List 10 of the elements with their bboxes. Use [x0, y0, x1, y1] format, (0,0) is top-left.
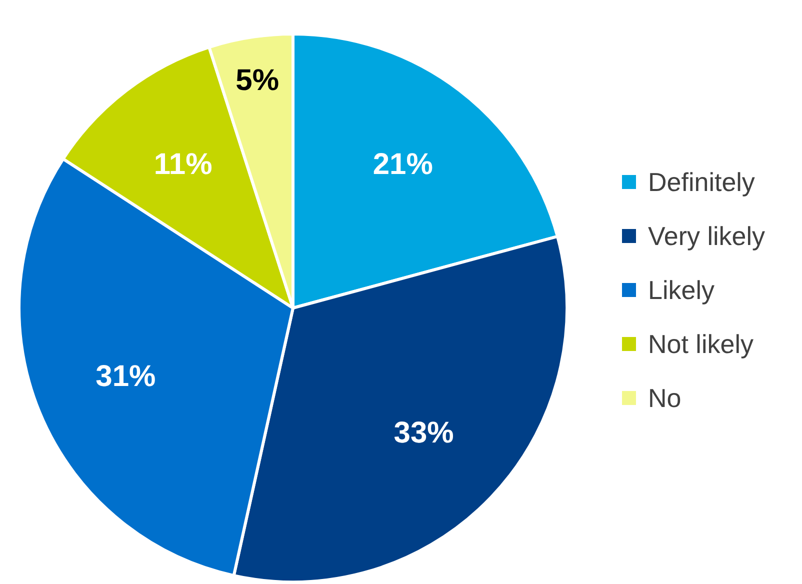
legend-label: No [648, 383, 682, 413]
data-label: 31% [96, 360, 156, 394]
data-label: 5% [236, 64, 280, 98]
data-label: 21% [372, 148, 433, 181]
legend-label: Definitely [648, 167, 755, 197]
legend-label: Very likely [648, 221, 766, 251]
data-label: 11% [154, 148, 212, 181]
legend-label: Not likely [648, 329, 754, 359]
legend-label: Likely [648, 275, 714, 305]
data-label: 33% [394, 416, 454, 450]
